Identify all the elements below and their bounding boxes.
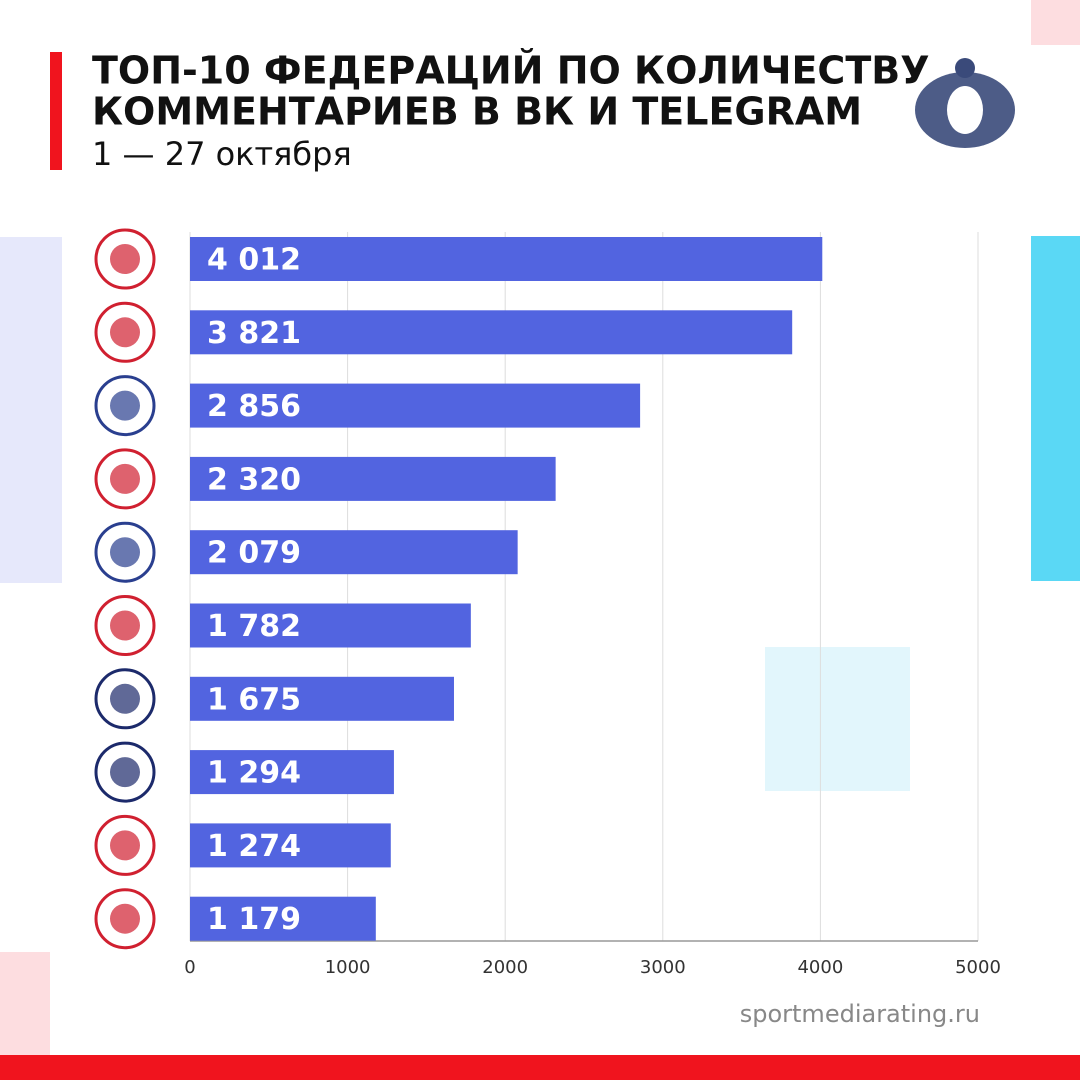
chart-title: КОММЕНТАРИЕВ В ВК И TELEGRAM: [92, 90, 862, 134]
bar: [190, 237, 823, 281]
value-label: 2 320: [207, 462, 301, 497]
x-tick-label: 1000: [325, 957, 371, 978]
logo-inner: [110, 683, 140, 714]
bar: [190, 530, 518, 575]
x-tick-label: 4000: [797, 957, 843, 978]
logo-inner: [110, 244, 140, 274]
logo-inner: [110, 757, 140, 788]
x-tick-label: 0: [184, 957, 195, 978]
bar: [190, 896, 376, 941]
logo-inner: [110, 390, 140, 421]
decor: [0, 237, 62, 583]
bar: [190, 823, 391, 868]
emblem: [915, 58, 1015, 148]
value-label: 2 079: [207, 536, 301, 571]
bar: [190, 456, 556, 501]
logo-inner: [110, 903, 140, 934]
bar: [190, 750, 394, 795]
value-label: 2 856: [207, 389, 301, 424]
source: sportmediarating.ru: [740, 1000, 980, 1028]
bar: [190, 310, 793, 355]
bar: [190, 603, 471, 648]
value-label: 1 294: [207, 756, 301, 791]
value-label: 4 012: [207, 243, 301, 278]
decor: [0, 1055, 1080, 1080]
value-label: 3 821: [207, 316, 301, 351]
decor: [1031, 0, 1080, 45]
logo-inner: [110, 317, 140, 348]
x-tick-label: 5000: [955, 957, 1001, 978]
bar: [190, 383, 641, 428]
decor: [50, 52, 62, 170]
logo-inner: [110, 537, 140, 568]
decor: [765, 647, 910, 791]
logo-inner: [110, 830, 140, 861]
value-label: 1 782: [207, 609, 301, 644]
bar: [190, 676, 454, 721]
chart-title: ТОП-10 ФЕДЕРАЦИЙ ПО КОЛИЧЕСТВУ: [92, 49, 930, 93]
value-label: 1 675: [207, 682, 301, 717]
value-label: 1 274: [207, 829, 301, 864]
chart-subtitle: 1 — 27 октября: [92, 135, 352, 173]
x-tick-label: 3000: [640, 957, 686, 978]
logo-inner: [110, 463, 140, 494]
logo-inner: [110, 610, 140, 641]
decor: [0, 952, 50, 1055]
value-label: 1 179: [207, 902, 301, 937]
x-tick-label: 2000: [482, 957, 528, 978]
decor: [1031, 236, 1080, 581]
